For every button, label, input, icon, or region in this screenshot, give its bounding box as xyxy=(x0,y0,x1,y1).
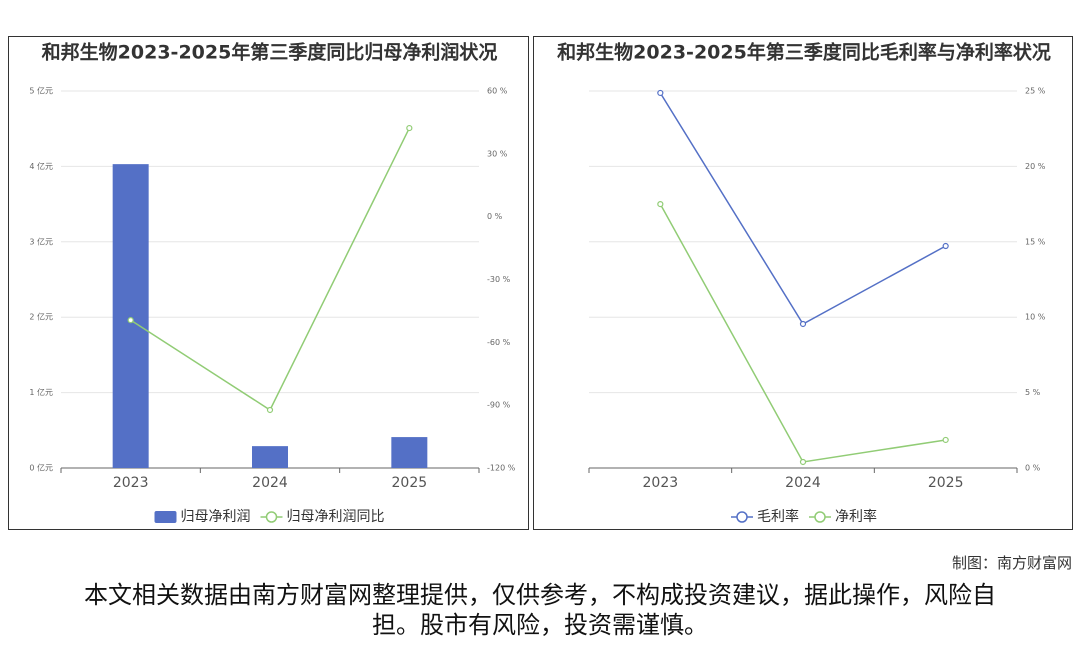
legend-item: 净利率 xyxy=(809,508,877,525)
y2-tick-label: -90 % xyxy=(487,401,511,410)
point xyxy=(799,320,807,328)
point xyxy=(266,406,274,414)
y2-tick-label: -60 % xyxy=(487,338,511,347)
legend-label: 归母净利润同比 xyxy=(287,508,385,525)
bar xyxy=(112,164,149,468)
y2-tick-label: -30 % xyxy=(487,275,511,284)
y-tick-label: 15 % xyxy=(1025,237,1046,246)
y2-tick-label: 0 % xyxy=(487,212,503,221)
legend-icon xyxy=(736,511,748,523)
point xyxy=(406,124,413,132)
legend-item: 毛利率 xyxy=(731,508,799,525)
legend-label: 归母净利润 xyxy=(181,508,251,525)
legend-icon xyxy=(265,511,278,523)
chart-panel: 和邦生物2023-2025年第三季度同比归母净利润状况 0 亿元 1 亿元 2 亿元 3… xyxy=(8,36,529,530)
legend-item: 归母净利润 xyxy=(154,508,251,525)
line xyxy=(130,127,411,412)
point xyxy=(657,201,664,208)
chart-title: 和邦生物2023-2025年第三季度同比毛利率与净利率状况 xyxy=(557,41,1051,64)
x-tick-label: 2023 xyxy=(643,475,679,491)
disclaimer: 本文相关数据由南方财富网整理提供，仅供参考，不构成投资建议，据此操作，风险自担。… xyxy=(84,581,996,639)
y2-tick-label: 30 % xyxy=(487,149,508,158)
y-tick-label: 0 % xyxy=(1025,464,1041,473)
y-tick-label: 1 亿元 xyxy=(29,387,53,397)
x-tick-label: 2024 xyxy=(785,475,821,491)
x-tick-label: 2025 xyxy=(392,475,428,491)
y-tick-label: 2 亿元 xyxy=(29,312,53,322)
bar xyxy=(252,446,288,468)
y2-tick-label: 60 % xyxy=(487,87,508,96)
point xyxy=(799,458,807,466)
y2-tick-label: -120 % xyxy=(487,464,516,473)
legend-label: 净利率 xyxy=(835,508,877,525)
bar xyxy=(391,437,428,468)
legend-icon xyxy=(814,511,826,523)
point xyxy=(127,317,134,324)
y-tick-label: 4 亿元 xyxy=(29,161,53,171)
y-tick-label: 5 % xyxy=(1025,388,1041,397)
y-tick-label: 10 % xyxy=(1025,313,1046,322)
chart-title: 和邦生物2023-2025年第三季度同比归母净利润状况 xyxy=(42,41,498,64)
y-tick-label: 25 % xyxy=(1025,87,1046,96)
legend-item: 归母净利润同比 xyxy=(260,508,385,525)
x-tick-label: 2025 xyxy=(928,475,964,491)
line xyxy=(659,92,947,325)
y-tick-label: 3 亿元 xyxy=(29,236,53,246)
y-tick-label: 20 % xyxy=(1025,162,1046,171)
x-tick-label: 2023 xyxy=(113,475,149,491)
y-tick-label: 0 亿元 xyxy=(29,463,53,473)
point xyxy=(942,242,949,250)
point xyxy=(657,89,664,97)
point xyxy=(942,436,949,444)
chart-panel: 和邦生物2023-2025年第三季度同比毛利率与净利率状况 0 % 5 % 10 % 1… xyxy=(533,36,1073,530)
legend-icon xyxy=(154,511,177,523)
line xyxy=(659,203,946,463)
x-tick-label: 2024 xyxy=(252,475,288,491)
legend-label: 毛利率 xyxy=(757,508,799,525)
y-tick-label: 5 亿元 xyxy=(29,86,53,96)
credit: 制图：南方财富网 xyxy=(951,554,1072,572)
